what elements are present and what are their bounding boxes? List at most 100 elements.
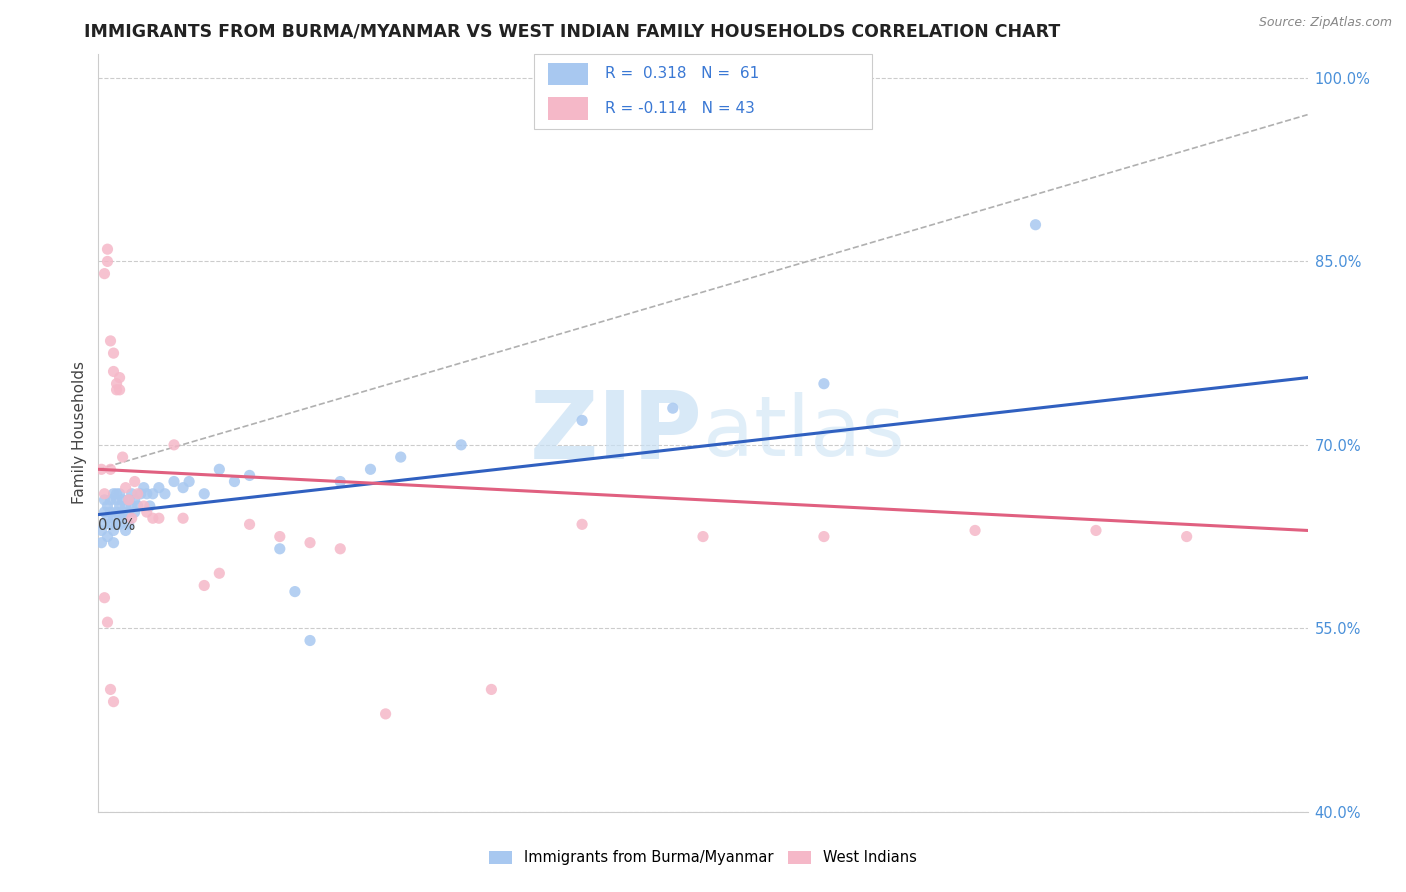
Point bbox=[571, 517, 593, 532]
Point bbox=[193, 487, 215, 501]
Point bbox=[108, 511, 131, 525]
Point bbox=[813, 376, 835, 391]
Point bbox=[90, 462, 112, 476]
Point bbox=[661, 401, 683, 416]
Point bbox=[96, 242, 118, 256]
FancyBboxPatch shape bbox=[548, 62, 588, 86]
Point bbox=[90, 524, 112, 538]
Point bbox=[172, 481, 194, 495]
Point bbox=[105, 376, 128, 391]
Point bbox=[163, 438, 186, 452]
Point bbox=[571, 413, 593, 427]
Point bbox=[118, 505, 141, 519]
Point bbox=[132, 499, 155, 513]
Point bbox=[148, 511, 170, 525]
Text: ZIP: ZIP bbox=[530, 386, 703, 479]
Point bbox=[93, 487, 115, 501]
Point bbox=[105, 492, 128, 507]
Point bbox=[329, 541, 352, 556]
Point bbox=[103, 535, 125, 549]
Point bbox=[124, 475, 146, 489]
Point bbox=[93, 267, 115, 281]
Point bbox=[108, 517, 131, 532]
Point bbox=[284, 584, 307, 599]
Point bbox=[103, 524, 125, 538]
Point bbox=[100, 334, 122, 348]
Point bbox=[96, 530, 118, 544]
Point bbox=[111, 505, 134, 519]
Point bbox=[93, 517, 115, 532]
Point bbox=[121, 487, 143, 501]
Text: R =  0.318   N =  61: R = 0.318 N = 61 bbox=[605, 67, 759, 81]
Point bbox=[172, 511, 194, 525]
Point bbox=[1175, 530, 1198, 544]
Point bbox=[93, 591, 115, 605]
Point bbox=[239, 517, 262, 532]
Point bbox=[139, 499, 162, 513]
Point bbox=[193, 578, 215, 592]
Point bbox=[360, 462, 382, 476]
Point bbox=[105, 517, 128, 532]
Text: Source: ZipAtlas.com: Source: ZipAtlas.com bbox=[1258, 16, 1392, 29]
Point bbox=[208, 462, 231, 476]
Text: R = -0.114   N = 43: R = -0.114 N = 43 bbox=[605, 102, 755, 116]
Point bbox=[129, 487, 152, 501]
Point bbox=[389, 450, 412, 464]
Point bbox=[239, 468, 262, 483]
Point bbox=[105, 505, 128, 519]
Point bbox=[124, 492, 146, 507]
Point bbox=[111, 492, 134, 507]
Point bbox=[100, 517, 122, 532]
Point bbox=[269, 541, 291, 556]
Point bbox=[100, 505, 122, 519]
Point bbox=[127, 499, 149, 513]
Point bbox=[108, 487, 131, 501]
Point bbox=[100, 462, 122, 476]
Point bbox=[103, 364, 125, 378]
Point bbox=[142, 511, 165, 525]
Point bbox=[118, 492, 141, 507]
Point bbox=[103, 346, 125, 360]
Point bbox=[108, 383, 131, 397]
Point bbox=[329, 475, 352, 489]
Text: IMMIGRANTS FROM BURMA/MYANMAR VS WEST INDIAN FAMILY HOUSEHOLDS CORRELATION CHART: IMMIGRANTS FROM BURMA/MYANMAR VS WEST IN… bbox=[84, 22, 1060, 40]
Point bbox=[114, 481, 136, 495]
Point bbox=[481, 682, 503, 697]
Point bbox=[100, 492, 122, 507]
Point bbox=[121, 511, 143, 525]
FancyBboxPatch shape bbox=[548, 97, 588, 120]
Point bbox=[813, 530, 835, 544]
Legend: Immigrants from Burma/Myanmar, West Indians: Immigrants from Burma/Myanmar, West Indi… bbox=[489, 850, 917, 865]
Text: atlas: atlas bbox=[703, 392, 904, 473]
Point bbox=[965, 524, 987, 538]
Text: 0.0%: 0.0% bbox=[98, 517, 135, 533]
Point bbox=[299, 535, 322, 549]
Point bbox=[299, 633, 322, 648]
Point bbox=[163, 475, 186, 489]
Point bbox=[179, 475, 201, 489]
Point bbox=[142, 487, 165, 501]
Point bbox=[111, 450, 134, 464]
Point bbox=[93, 505, 115, 519]
Point bbox=[114, 524, 136, 538]
Point bbox=[450, 438, 472, 452]
Point bbox=[124, 505, 146, 519]
Point bbox=[118, 492, 141, 507]
Y-axis label: Family Households: Family Households bbox=[72, 361, 87, 504]
Point bbox=[114, 499, 136, 513]
Point bbox=[111, 511, 134, 525]
Point bbox=[103, 487, 125, 501]
Point bbox=[208, 566, 231, 581]
Point bbox=[135, 505, 157, 519]
Point bbox=[118, 517, 141, 532]
Point bbox=[96, 254, 118, 268]
Point bbox=[1024, 218, 1046, 232]
Point bbox=[132, 481, 155, 495]
Point bbox=[105, 487, 128, 501]
Point bbox=[93, 492, 115, 507]
Point bbox=[148, 481, 170, 495]
Point bbox=[108, 370, 131, 384]
Point bbox=[103, 695, 125, 709]
Point bbox=[96, 511, 118, 525]
Point bbox=[96, 499, 118, 513]
